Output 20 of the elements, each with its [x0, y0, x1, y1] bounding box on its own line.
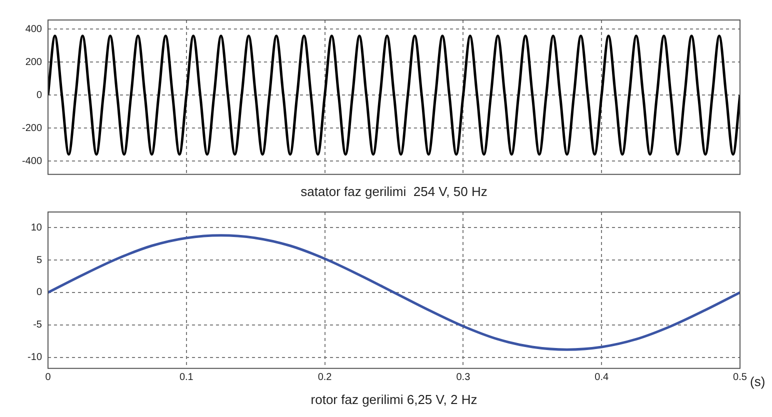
y-tick-label: 400	[25, 24, 42, 35]
x-axis-title: satator faz gerilimi 254 V, 50 Hz	[300, 184, 488, 199]
y-tick-label: -200	[22, 122, 42, 134]
text: (s)	[750, 374, 766, 389]
y-tick-label: -400	[22, 156, 42, 167]
y-tick-label: 200	[25, 56, 42, 68]
x-tick-label: 0	[45, 372, 52, 384]
x-tick-label: 0.1	[179, 372, 194, 384]
y-tick-label: 0	[36, 287, 42, 298]
x-tick-label: 0.2	[318, 372, 332, 384]
x-tick-label: 0.4	[594, 372, 609, 384]
y-tick-label: 10	[30, 222, 42, 234]
y-tick-label: 0	[36, 90, 42, 101]
line-series	[48, 234, 740, 351]
y-tick-label: -10	[28, 352, 42, 364]
x-tick-label: 0.5	[733, 372, 748, 384]
x-axis-title: rotor faz gerilimi 6,25 V, 2 Hz	[310, 392, 478, 407]
y-tick-label: 5	[36, 254, 42, 266]
x-tick-label: 0.3	[456, 372, 471, 384]
y-tick-label: -5	[33, 320, 42, 331]
